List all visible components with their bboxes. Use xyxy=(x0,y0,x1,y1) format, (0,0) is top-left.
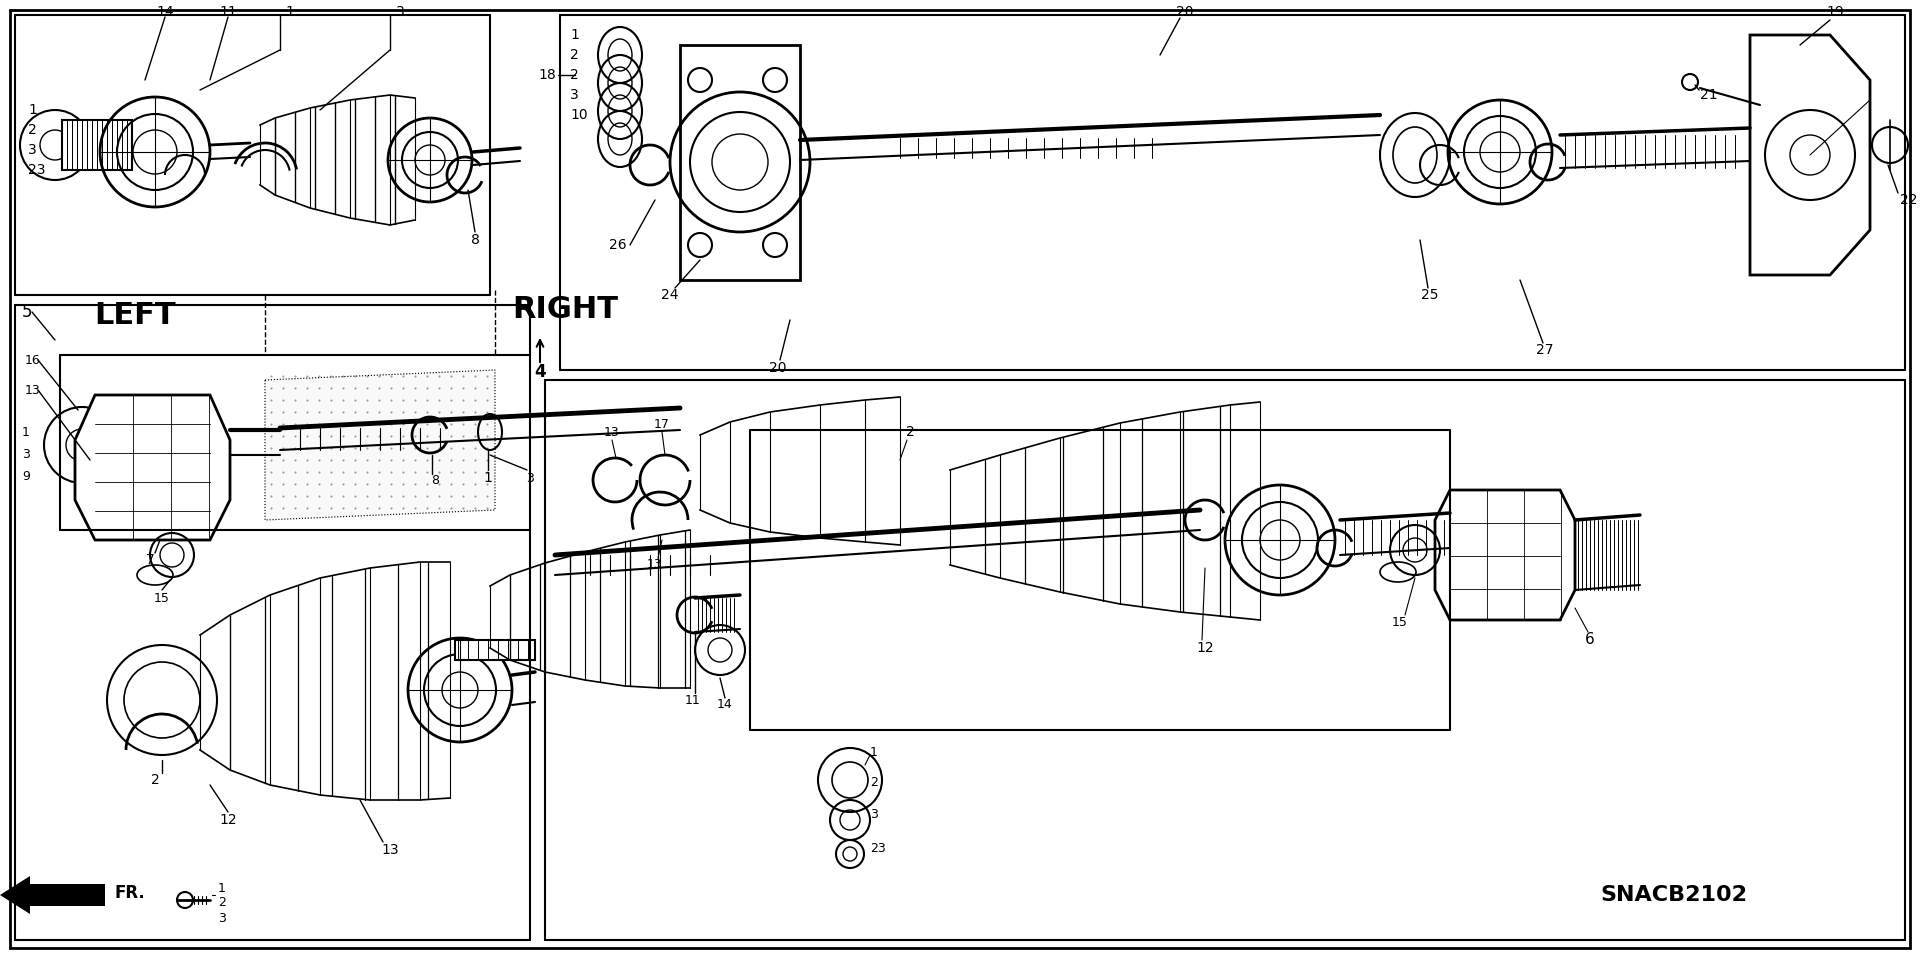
Text: 2: 2 xyxy=(150,773,159,787)
Text: 12: 12 xyxy=(219,813,236,827)
Text: 23: 23 xyxy=(870,841,885,855)
Text: 3: 3 xyxy=(219,911,227,924)
Text: 27: 27 xyxy=(1536,343,1553,357)
Text: 18: 18 xyxy=(538,68,557,82)
Text: 13: 13 xyxy=(647,559,662,572)
Bar xyxy=(455,640,536,660)
Polygon shape xyxy=(1749,35,1870,275)
Text: 17: 17 xyxy=(655,419,670,431)
Text: 22: 22 xyxy=(1901,193,1918,207)
Text: 5: 5 xyxy=(21,303,33,321)
Text: 2: 2 xyxy=(29,123,36,137)
Text: 2: 2 xyxy=(570,68,578,82)
Text: 8: 8 xyxy=(430,473,440,487)
Text: FR.: FR. xyxy=(115,884,146,902)
Polygon shape xyxy=(680,45,801,280)
Text: 1: 1 xyxy=(29,103,36,117)
Text: 21: 21 xyxy=(1699,88,1718,102)
Text: 3: 3 xyxy=(570,88,578,102)
Polygon shape xyxy=(75,395,230,540)
Text: 3: 3 xyxy=(526,471,534,485)
Text: 1: 1 xyxy=(570,28,578,42)
Text: 3: 3 xyxy=(870,809,877,822)
Text: LEFT: LEFT xyxy=(94,301,177,330)
Text: 3: 3 xyxy=(29,143,36,157)
Text: 20: 20 xyxy=(1177,5,1194,19)
Text: 3: 3 xyxy=(21,447,31,461)
Text: 24: 24 xyxy=(660,288,680,302)
Circle shape xyxy=(177,892,194,908)
Text: 11: 11 xyxy=(219,5,236,19)
Text: 23: 23 xyxy=(29,163,46,177)
Polygon shape xyxy=(1434,490,1574,620)
Text: 1: 1 xyxy=(219,881,227,895)
Text: 1: 1 xyxy=(21,425,31,439)
Text: 14: 14 xyxy=(718,698,733,712)
Polygon shape xyxy=(265,370,495,520)
Text: 19: 19 xyxy=(1826,5,1843,19)
Text: 1: 1 xyxy=(484,471,492,485)
Text: 7: 7 xyxy=(146,553,154,567)
Text: 2: 2 xyxy=(870,775,877,788)
Text: 12: 12 xyxy=(1196,641,1213,655)
Text: 11: 11 xyxy=(685,694,701,706)
Text: 10: 10 xyxy=(570,108,588,122)
Bar xyxy=(61,120,132,170)
Text: 20: 20 xyxy=(770,361,787,375)
Text: 15: 15 xyxy=(154,591,171,604)
Text: 13: 13 xyxy=(605,425,620,439)
Text: 13: 13 xyxy=(25,383,40,397)
Text: 15: 15 xyxy=(1392,615,1407,628)
Text: 8: 8 xyxy=(470,233,480,247)
Text: 25: 25 xyxy=(1421,288,1438,302)
Text: 2: 2 xyxy=(906,425,914,439)
FancyArrow shape xyxy=(0,876,106,914)
Text: 16: 16 xyxy=(25,354,40,367)
Text: 3: 3 xyxy=(396,5,405,19)
Text: 2: 2 xyxy=(219,897,227,909)
Text: 26: 26 xyxy=(609,238,626,252)
Text: 9: 9 xyxy=(21,469,31,483)
Text: 14: 14 xyxy=(156,5,175,19)
Text: 2: 2 xyxy=(570,48,578,62)
Text: 6: 6 xyxy=(1586,632,1596,648)
Text: 4: 4 xyxy=(534,363,545,381)
Text: 13: 13 xyxy=(382,843,399,857)
Text: SNACB2102: SNACB2102 xyxy=(1599,885,1747,905)
Text: 1: 1 xyxy=(870,745,877,759)
Text: RIGHT: RIGHT xyxy=(513,295,618,325)
Text: 1: 1 xyxy=(286,5,294,19)
